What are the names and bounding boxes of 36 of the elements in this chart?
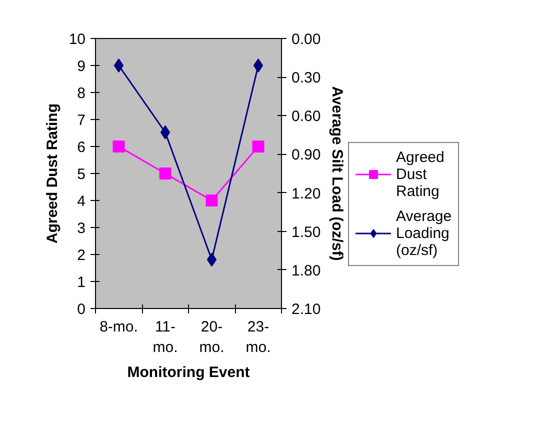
y-tick-label: 1	[77, 274, 86, 291]
x-axis-title: Monitoring Event	[127, 364, 250, 381]
y-tick-label: 9	[77, 58, 86, 75]
y2-tick-label: 1.80	[292, 262, 321, 280]
y-tick-label: 5	[77, 166, 86, 183]
x-tick-label: 20- mo.	[199, 318, 224, 356]
y2-tick-label: 1.50	[292, 224, 321, 241]
point	[160, 125, 170, 140]
point	[159, 168, 172, 180]
y2-tick-label: 1.20	[292, 185, 321, 202]
y-tick-label: 4	[77, 193, 86, 210]
point	[253, 58, 264, 72]
y-tick-label: 3	[77, 220, 86, 237]
y-tick-label: 0	[77, 301, 86, 318]
y-tick-label: 2	[77, 247, 86, 264]
y-tick-label: 7	[77, 112, 86, 129]
y2-tick-label: 0.30	[292, 70, 321, 87]
point	[112, 140, 125, 152]
y2-tick-label: 0.00	[292, 31, 321, 48]
point	[252, 140, 264, 152]
y-tick-label: 6	[77, 139, 86, 156]
y2-tick-label: 0.90	[292, 146, 321, 164]
legend-label: Agreed Dust Rating	[396, 148, 444, 200]
y-tick-label: 10	[68, 31, 86, 48]
y2-axis-title: Average Silt Load (oz/sf)	[328, 86, 346, 261]
point	[206, 252, 217, 267]
point	[206, 194, 218, 206]
legend-label: Average Loading (oz/sf)	[396, 208, 452, 258]
point	[114, 58, 124, 72]
x-tick-label: 23- mo.	[246, 318, 271, 356]
y-tick-label: 8	[77, 85, 86, 102]
x-tick-label: 11- mo.	[152, 318, 178, 356]
y2-tick-label: 2.10	[292, 301, 321, 318]
y-axis-title: Agreed Dust Rating	[44, 103, 61, 244]
x-tick-label: 8-mo.	[100, 318, 138, 336]
y2-tick-label: 0.60	[292, 108, 321, 126]
